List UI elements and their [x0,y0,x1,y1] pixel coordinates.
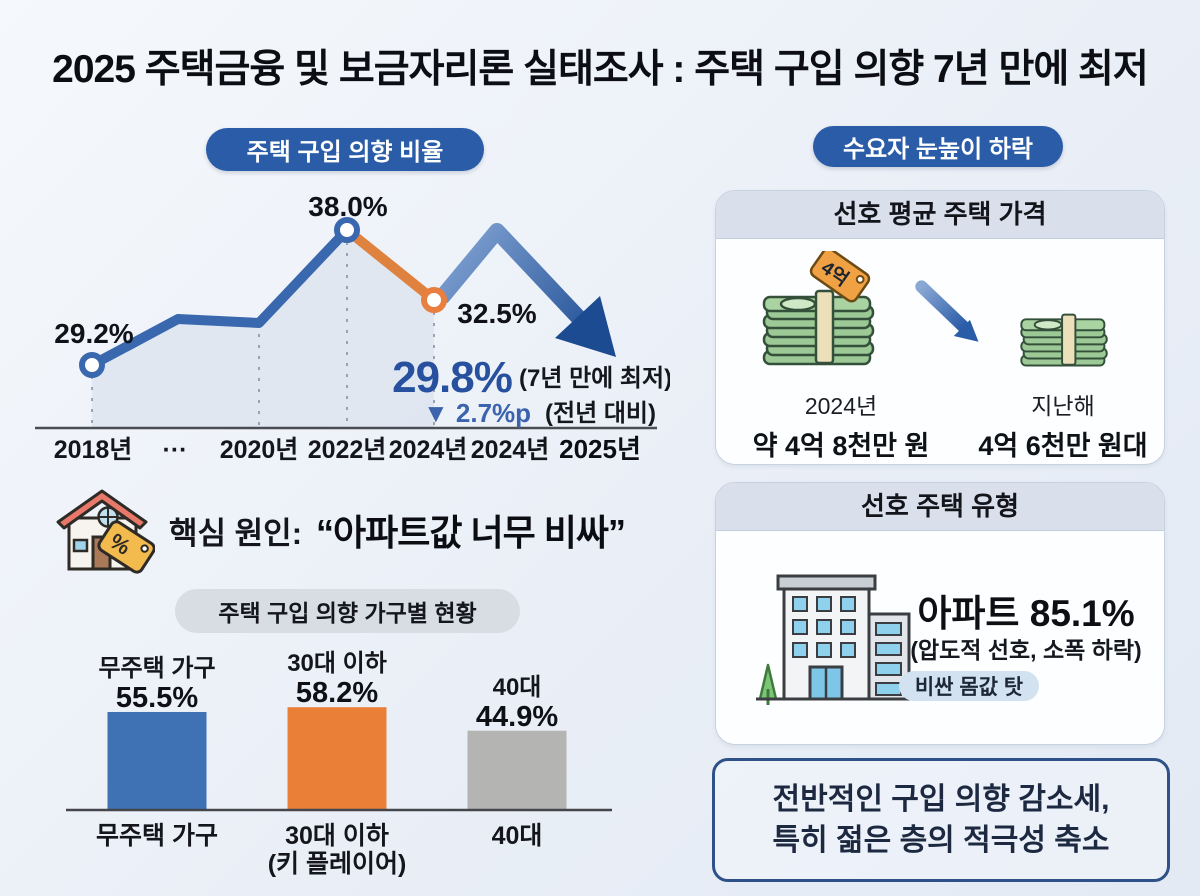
card-preferred-price: 선호 평균 주택 가격 4억 [715,190,1165,465]
page-title: 2025 주택금융 및 보금자리론 실태조사 : 주택 구입 의향 7년 만에 … [52,48,1149,91]
tick-2024b: 2024년 [471,436,550,464]
tick-2020: 2020년 [220,436,299,464]
line-chart-purchase-intent: 29.2% 38.0% 32.5% 29.8% (7년 만에 최저) ▼ 2.7… [35,191,670,464]
bar2-name: 40대 [493,674,542,701]
card-preferred-type-title: 선호 주택 유형 [716,483,1164,531]
summary-line-1: 전반적인 구입 의향 감소세, [772,783,1110,816]
badge-buyer-expectations: 수요자 눈높이 하락 [813,126,1063,167]
price-before-value: 약 4억 8천만 원 [752,431,930,461]
money-stack-large-icon: 4억 [762,251,875,366]
line-chart-area-fill [92,230,434,428]
price-before-block: 2024년 약 4억 8천만 원 [726,387,956,463]
delta-note: (전년 대비) [545,400,656,427]
tick-2024a: 2024년 [389,436,468,464]
summary-box: 전반적인 구입 의향 감소세, 특히 젊은 층의 적극성 축소 [712,758,1170,882]
value-label-2024: 32.5% [457,298,536,329]
bar2-pct: 44.9% [476,701,558,733]
price-after-value: 4억 6천만 원대 [978,431,1148,461]
data-point-2024 [421,287,447,313]
type-note: (압도적 선호, 소폭 하락) [910,637,1142,663]
bar0-pct: 55.5% [116,682,198,714]
badge-purchase-intent-ratio: 주택 구입 의향 비율 [206,128,484,171]
value-label-2025: 29.8% [392,353,512,402]
summary-line-2: 특히 젊은 층의 적극성 축소 [772,824,1110,857]
bar1-axis-sublabel: (키 플레이어) [268,850,407,878]
bar1-name: 30대 이하 [287,650,387,677]
tick-2018: 2018년 [54,436,133,464]
bar-under-30s [287,707,387,810]
cause-row: % 핵심 원인: “아파트값 너무 비싸” [50,482,626,578]
bar-40s [467,730,567,810]
bar-chart-by-household: 무주택 가구 55.5% 30대 이하 58.2% 40대 44.9% 무주택 … [66,650,612,878]
money-stack-small-icon [1020,313,1108,367]
line-series-blue [87,225,352,370]
price-after-label: 지난해 [1031,393,1095,419]
card-preferred-price-title: 선호 평균 주택 가격 [716,191,1164,239]
cause-quote: “아파트값 너무 비싸” [316,512,626,553]
card-preferred-type: 선호 주택 유형 아파트 85.1% (압도적 선호, 소폭 하락) 비싼 몸값… [715,482,1165,745]
price-before-label: 2024년 [804,393,878,419]
line-chart-dashed-guides [91,242,435,426]
bar-non-homeowner [107,711,207,810]
bar0-axis-label: 무주택 가구 [96,822,218,850]
trend-arrow-head [555,296,616,357]
cause-prefix: 핵심 원인: [169,515,303,551]
data-point-2022 [334,217,360,243]
tick-2025: 2025년 [559,434,641,464]
house-price-tag-icon: % [56,489,155,574]
type-headline: 아파트 85.1% [917,593,1135,634]
down-right-arrow-icon [915,280,979,342]
badge-bar-chart-title: 주택 구입 의향 가구별 현황 [175,589,520,633]
price-after-block: 지난해 4억 6천만 원대 [968,387,1158,463]
delta-label: ▼ 2.7%p [423,398,531,428]
bar0-name: 무주택 가구 [98,655,215,682]
badge-reason: 비싼 몸값 탓 [899,671,1039,701]
tick-ellipsis: ··· [163,436,188,464]
line-series-orange-segment [342,225,439,305]
trend-arrow-shaft [435,223,586,325]
data-point-2018 [79,352,105,378]
apartment-building-icon [756,574,912,705]
value-label-2022: 38.0% [308,191,387,222]
bar1-axis-label: 30대 이하 [285,822,389,850]
bar2-axis-label: 40대 [492,822,543,850]
tick-2022: 2022년 [308,436,387,464]
value-note-2025: (7년 만에 최저) [519,365,670,392]
value-label-2018: 29.2% [54,318,133,349]
bar1-pct: 58.2% [296,677,378,709]
